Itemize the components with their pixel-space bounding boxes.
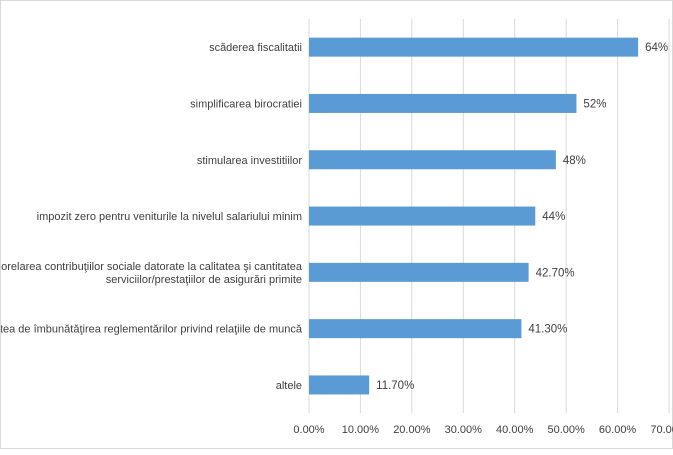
- data-label: 64%: [645, 42, 668, 54]
- x-axis-ticks: 0.00% 10.00% 20.00% 30.00% 40.00% 50.00% 60.00…: [293, 424, 673, 436]
- category-labels: scăderea fiscalitatii simplificarea biroc…: [0, 42, 303, 392]
- x-tick-label: 0.00%: [293, 424, 324, 436]
- category-label-line: impozit zero pentru veniturile la nivelu…: [37, 211, 302, 223]
- category-label: stimularea investitiilor: [197, 155, 302, 167]
- data-label: 42.70%: [536, 267, 575, 279]
- bar: [309, 150, 556, 170]
- bar: [309, 319, 522, 339]
- x-tick-label: 10.00%: [342, 424, 380, 436]
- category-label: scăderea fiscalitatii: [209, 42, 302, 54]
- category-label-line: stimularea investitiilor: [197, 155, 302, 167]
- x-tick-label: 50.00%: [547, 424, 585, 436]
- category-label: altele: [276, 380, 302, 392]
- category-label: simplificarea birocratiei: [190, 98, 302, 110]
- bar: [309, 37, 639, 57]
- category-label-line: necesitatea de îmbunătăţirea reglementăr…: [1, 324, 303, 336]
- x-tick-label: 60.00%: [599, 424, 637, 436]
- data-label: 41.30%: [528, 324, 567, 336]
- bars: [309, 37, 639, 395]
- bar: [309, 375, 370, 395]
- category-label: necesitatea de îmbunătăţirea reglementăr…: [1, 324, 303, 336]
- x-tick-label: 20.00%: [393, 424, 431, 436]
- data-labels: 64% 52% 48% 44% 42.70% 41.30% 11.70%: [376, 42, 668, 392]
- category-label: corelarea contribuţiilor sociale datorat…: [1, 261, 303, 286]
- bar: [309, 206, 536, 226]
- data-label: 52%: [583, 98, 606, 110]
- x-tick-label: 30.00%: [445, 424, 483, 436]
- x-tick-label: 70.00%: [650, 424, 673, 436]
- category-label-line: scăderea fiscalitatii: [209, 42, 302, 54]
- data-label: 48%: [563, 155, 586, 167]
- data-label: 11.70%: [376, 380, 414, 392]
- category-label-line: corelarea contribuţiilor sociale datorat…: [1, 261, 303, 273]
- x-tick-label: 40.00%: [496, 424, 534, 436]
- bar: [309, 262, 529, 282]
- category-label-line: serviciilor/prestaţiilor de asigurări pr…: [106, 274, 302, 286]
- category-label: impozit zero pentru veniturile la nivelu…: [37, 211, 302, 223]
- data-label: 44%: [542, 211, 565, 223]
- category-label-line: altele: [276, 380, 302, 392]
- category-label-line: simplificarea birocratiei: [190, 98, 302, 110]
- bar: [309, 93, 577, 113]
